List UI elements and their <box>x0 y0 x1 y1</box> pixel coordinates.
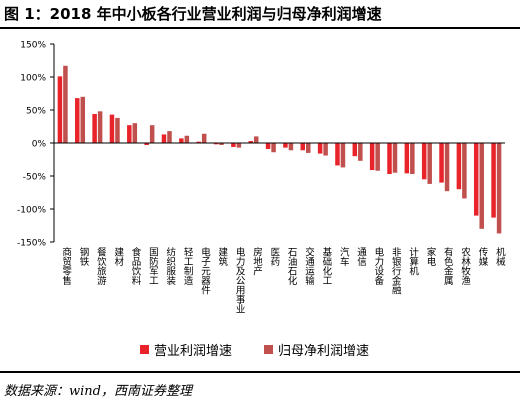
bar-net-profit <box>306 143 311 153</box>
bar-chart: -150% -100% -50% 0% 50% 100% 150% 商贸零售 钢铁 餐饮旅游 建材食… <box>17 41 506 314</box>
x-tick-label: 电力及公用事业 <box>234 246 246 313</box>
x-tick-label: 餐饮旅游 <box>95 246 107 286</box>
x-tick-label: 石油石化 <box>286 247 298 286</box>
bar-operating-profit <box>109 114 115 143</box>
bar-operating-profit <box>456 143 462 190</box>
bar-operating-profit <box>491 143 496 218</box>
y-tick-label: 100% <box>20 74 46 84</box>
bar-net-profit <box>410 143 415 175</box>
bar-operating-profit <box>335 143 340 166</box>
x-tick-label: 农林牧渔 <box>459 246 471 285</box>
chart-title: 图 1：2018 年中小板各行业营业利润与归母净利润增速 <box>4 5 382 23</box>
bar-net-profit <box>63 65 68 143</box>
x-tick-label: 有色金属 <box>442 246 454 286</box>
bar-net-profit <box>427 143 432 184</box>
bar-net-profit <box>271 143 276 153</box>
bar-net-profit <box>479 143 484 229</box>
data-source-note: 数据来源：wind，西南证券整理 <box>4 384 192 399</box>
bar-operating-profit <box>265 143 271 149</box>
x-tick-label: 建材 <box>112 246 124 266</box>
bar-operating-profit <box>439 143 444 183</box>
legend: 营业利润增速 归母净利润增速 <box>0 340 520 359</box>
bar-net-profit <box>97 111 103 143</box>
y-tick-label: 150% <box>20 41 46 51</box>
bar-operating-profit <box>421 143 427 180</box>
x-tick-label: 交通运输 <box>303 246 315 286</box>
x-tick-label: 基础化工 <box>320 246 332 285</box>
bar-net-profit <box>219 143 224 145</box>
y-tick-label: -150% <box>17 239 46 249</box>
bar-net-profit <box>288 143 294 151</box>
bar-operating-profit <box>75 98 80 143</box>
bar-operating-profit <box>161 134 167 143</box>
bar-net-profit <box>444 143 450 192</box>
bar-net-profit <box>236 143 242 148</box>
y-tick-label: 50% <box>26 107 46 117</box>
y-tick-label: -100% <box>17 206 46 216</box>
x-tick-label: 纺织服装 <box>164 246 176 286</box>
bar-operating-profit <box>127 125 132 143</box>
bar-operating-profit <box>179 138 184 143</box>
bar-net-profit <box>115 117 120 143</box>
x-tick-label: 通信 <box>355 247 367 267</box>
bar-operating-profit <box>57 76 63 143</box>
bar-net-profit <box>462 143 467 199</box>
legend-item-net-profit: 归母净利润增速 <box>264 340 369 359</box>
y-tick-label: 0% <box>32 140 47 150</box>
bar-operating-profit <box>144 143 149 145</box>
bar-net-profit <box>358 143 363 161</box>
x-tick-label: 钢铁 <box>78 246 90 267</box>
bar-operating-profit <box>369 143 375 171</box>
legend-swatch-net-profit <box>264 345 273 354</box>
bar-net-profit <box>375 143 380 171</box>
bar-net-profit <box>149 125 155 143</box>
y-tick-label: -50% <box>23 173 47 183</box>
bar-operating-profit <box>404 143 410 174</box>
x-tick-label: 房地产 <box>251 246 263 276</box>
x-tick-label: 国防军工 <box>147 247 159 285</box>
bar-operating-profit <box>248 141 253 143</box>
bar-operating-profit <box>213 143 219 145</box>
x-tick-label: 机械 <box>494 246 506 267</box>
bar-operating-profit <box>283 143 288 148</box>
bottom-rule <box>0 371 520 373</box>
x-tick-label: 电力设备 <box>372 246 384 286</box>
bar-net-profit <box>201 133 207 143</box>
x-tick-label: 家电 <box>424 246 436 266</box>
top-rule <box>0 27 520 29</box>
legend-label-net-profit: 归母净利润增速 <box>278 344 370 359</box>
x-tick-label: 电子元器件 <box>199 246 211 295</box>
x-tick-label: 建筑 <box>216 246 228 267</box>
x-tick-label: 食品饮料 <box>130 246 142 286</box>
bar-operating-profit <box>231 143 236 147</box>
bar-operating-profit <box>473 143 479 216</box>
bar-operating-profit <box>387 143 392 175</box>
x-tick-label: 传媒 <box>476 246 488 267</box>
bar-net-profit <box>167 131 172 143</box>
legend-label-operating-profit: 营业利润增速 <box>154 344 233 359</box>
bar-net-profit <box>184 135 190 143</box>
x-tick-label: 医药 <box>268 247 280 267</box>
bar-operating-profit <box>352 143 358 157</box>
x-tick-label: 计算机 <box>407 246 419 276</box>
bar-operating-profit <box>196 141 201 143</box>
bar-net-profit <box>323 143 328 156</box>
bar-operating-profit <box>317 143 323 154</box>
bar-net-profit <box>253 136 259 143</box>
legend-swatch-operating-profit <box>140 345 149 354</box>
bar-net-profit <box>496 143 502 234</box>
x-tick-label: 轻工制造 <box>182 246 194 286</box>
bar-net-profit <box>392 143 398 173</box>
x-tick-label: 非银行金融 <box>390 246 402 295</box>
x-tick-label: 商贸零售 <box>60 246 72 286</box>
bar-operating-profit <box>300 143 306 151</box>
x-tick-label: 汽车 <box>338 246 350 267</box>
bar-net-profit <box>340 143 346 168</box>
bar-operating-profit <box>92 113 97 143</box>
bar-net-profit <box>80 96 86 143</box>
bar-net-profit <box>132 123 138 143</box>
legend-item-operating-profit: 营业利润增速 <box>140 340 232 359</box>
